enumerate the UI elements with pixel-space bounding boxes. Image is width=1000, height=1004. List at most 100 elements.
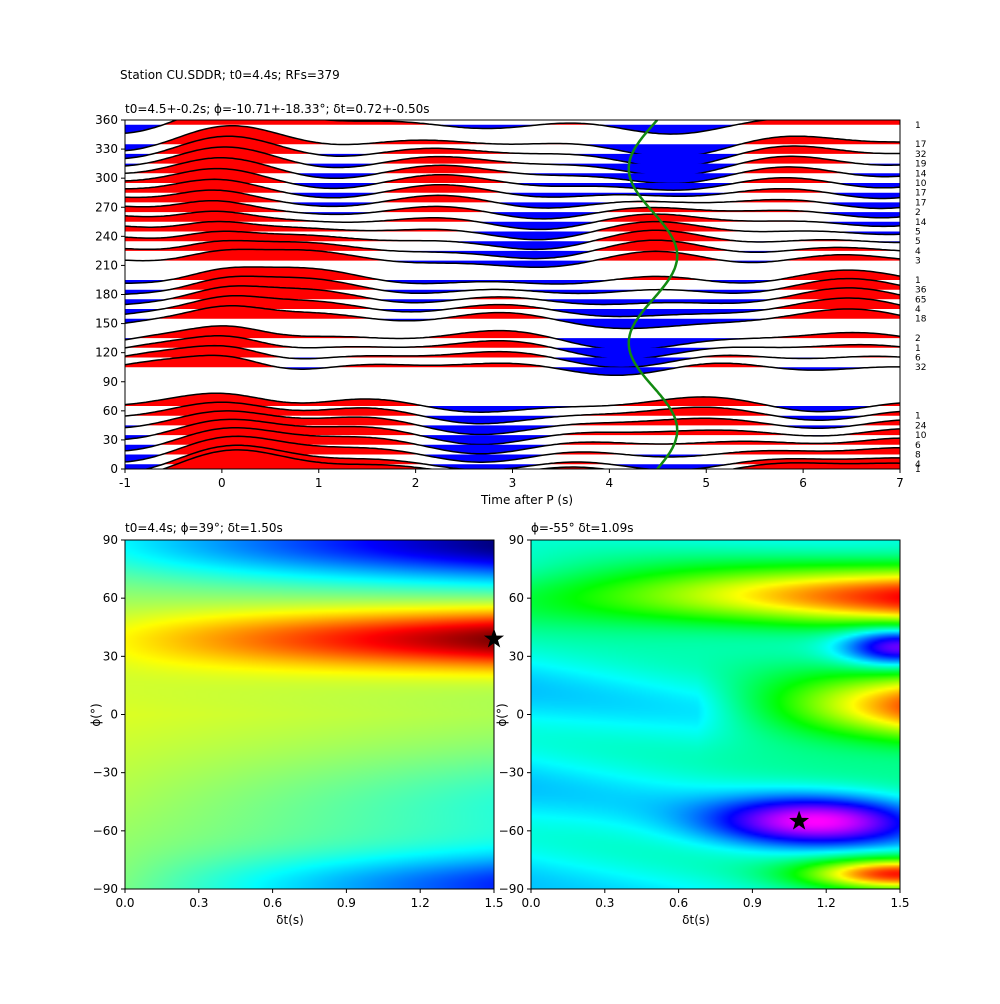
y-tick-label: −90 (93, 882, 118, 896)
rf-trace (125, 444, 900, 469)
trace-count: 4 (915, 460, 921, 470)
rf-trace (125, 325, 900, 351)
trace-count: 17 (915, 140, 926, 150)
y-tick-label: −60 (499, 824, 524, 838)
rf-trace-negative-fill (125, 406, 900, 413)
y-tick-label: −30 (93, 766, 118, 780)
rf-trace-negative-fill (125, 464, 900, 469)
trace-count: 32 (915, 150, 926, 160)
rf-trace (125, 401, 900, 425)
rf-trace-negative-fill (125, 183, 900, 191)
y-tick-label: −30 (499, 766, 524, 780)
y-tick-label: 0 (110, 708, 118, 722)
rf-trace-negative-fill (125, 260, 900, 268)
rf-trace (125, 418, 900, 446)
trace-count: 17 (915, 189, 926, 199)
y-tick-label: 360 (95, 113, 118, 127)
top-x-axis: -1 0 1 2 3 4 5 6 7 (119, 469, 904, 490)
rf-trace-positive-fill (125, 419, 900, 436)
left-best-star (483, 628, 505, 648)
trace-count: 2 (915, 208, 921, 218)
right-y-axis: −90 −60 −30 0 30 60 90 (499, 533, 531, 896)
y-tick-label: 90 (103, 533, 118, 547)
trace-count: 19 (915, 160, 927, 170)
rf-trace (125, 392, 900, 413)
rf-trace-negative-fill (125, 435, 900, 445)
y-tick-label: −60 (93, 824, 118, 838)
rf-trace-line (125, 239, 900, 260)
rf-trace-line (125, 335, 900, 360)
trace-count: 8 (915, 451, 921, 461)
rf-trace-line (125, 275, 900, 295)
trace-count: 1 (915, 121, 921, 131)
trace-count: 5 (915, 237, 921, 247)
y-tick-label: 0 (110, 462, 118, 476)
left-y-label: ϕ(°) (89, 703, 103, 726)
trace-count: 6 (915, 354, 921, 364)
trace-count: 36 (915, 286, 927, 296)
rf-trace (125, 266, 900, 285)
y-tick-label: 60 (103, 404, 118, 418)
rf-trace-line (125, 178, 900, 200)
rf-trace-negative-fill (125, 299, 900, 305)
x-tick-label: 0.9 (337, 896, 356, 910)
rf-trace-positive-fill (125, 402, 900, 416)
y-tick-label: 30 (509, 649, 524, 663)
y-tick-label: 330 (95, 142, 118, 156)
right-best-star (789, 810, 810, 830)
right-heatmap-container (531, 540, 900, 889)
rf-trace-positive-fill (125, 325, 900, 339)
rf-trace-line (125, 305, 900, 330)
trace-count: 14 (915, 218, 927, 228)
rf-trace-negative-fill (125, 144, 900, 158)
x-tick-label: 0.0 (521, 896, 540, 910)
trace-count: 2 (915, 334, 921, 344)
y-tick-label: 180 (95, 288, 118, 302)
rf-trace-positive-fill (125, 240, 900, 251)
rf-trace-line (125, 189, 900, 210)
top-panel-title: t0=4.5+-0.2s; ϕ=-10.71+-18.33°; δt=0.72+… (125, 102, 429, 116)
rf-trace-line (125, 210, 900, 231)
rf-trace (125, 305, 900, 330)
rf-trace-positive-fill (125, 427, 900, 445)
y-tick-label: −90 (499, 882, 524, 896)
trace-count: 3 (915, 257, 921, 267)
rf-trace-positive-fill (125, 445, 900, 465)
rf-trace (125, 210, 900, 231)
y-tick-label: 0 (516, 708, 524, 722)
rf-trace-negative-fill (125, 425, 900, 435)
rf-trace-line (125, 435, 900, 463)
rf-trace-line (160, 449, 900, 469)
trace-count: 14 (915, 169, 927, 179)
rf-trace-line (125, 285, 900, 306)
rf-trace-positive-fill (125, 305, 900, 319)
left-x-label: δt(s) (276, 913, 304, 927)
jet-heatmap-panel: t0=4.4s; ϕ=39°; δt=1.50s 0.0 0.3 0.6 0.9 1.2… (89, 521, 505, 927)
t0-curve-line (627, 120, 679, 469)
rf-trace (125, 435, 900, 463)
figure-suptitle: Station CU.SDDR; t0=4.4s; RFs=379 (120, 68, 340, 82)
rf-traces (125, 120, 900, 469)
rf-trace-line (125, 401, 900, 425)
trace-count: 1 (915, 276, 921, 286)
left-panel-title: t0=4.4s; ϕ=39°; δt=1.50s (125, 521, 283, 535)
rf-trace-positive-fill (125, 410, 900, 426)
y-tick-label: 120 (95, 346, 118, 360)
rf-trace-line (125, 325, 900, 351)
rf-trace (125, 427, 900, 455)
rf-trace (125, 354, 900, 377)
trace-count: 4 (915, 247, 921, 257)
left-heatmap-container (125, 540, 494, 889)
x-tick-label: 0.3 (595, 896, 614, 910)
left-heatmap (125, 540, 494, 889)
rf-trace-line (125, 266, 900, 285)
rf-trace-positive-fill (125, 295, 900, 309)
rf-trace-line (143, 444, 900, 469)
rf-trace-negative-fill (125, 309, 900, 317)
rf-wiggle-panel: t0=4.5+-0.2s; ϕ=-10.71+-18.33°; δt=0.72+… (95, 102, 927, 507)
x-tick-label: 0.3 (189, 896, 208, 910)
y-tick-label: 300 (95, 171, 118, 185)
x-tick-label: 0.9 (743, 896, 762, 910)
rf-trace-line (125, 229, 900, 251)
